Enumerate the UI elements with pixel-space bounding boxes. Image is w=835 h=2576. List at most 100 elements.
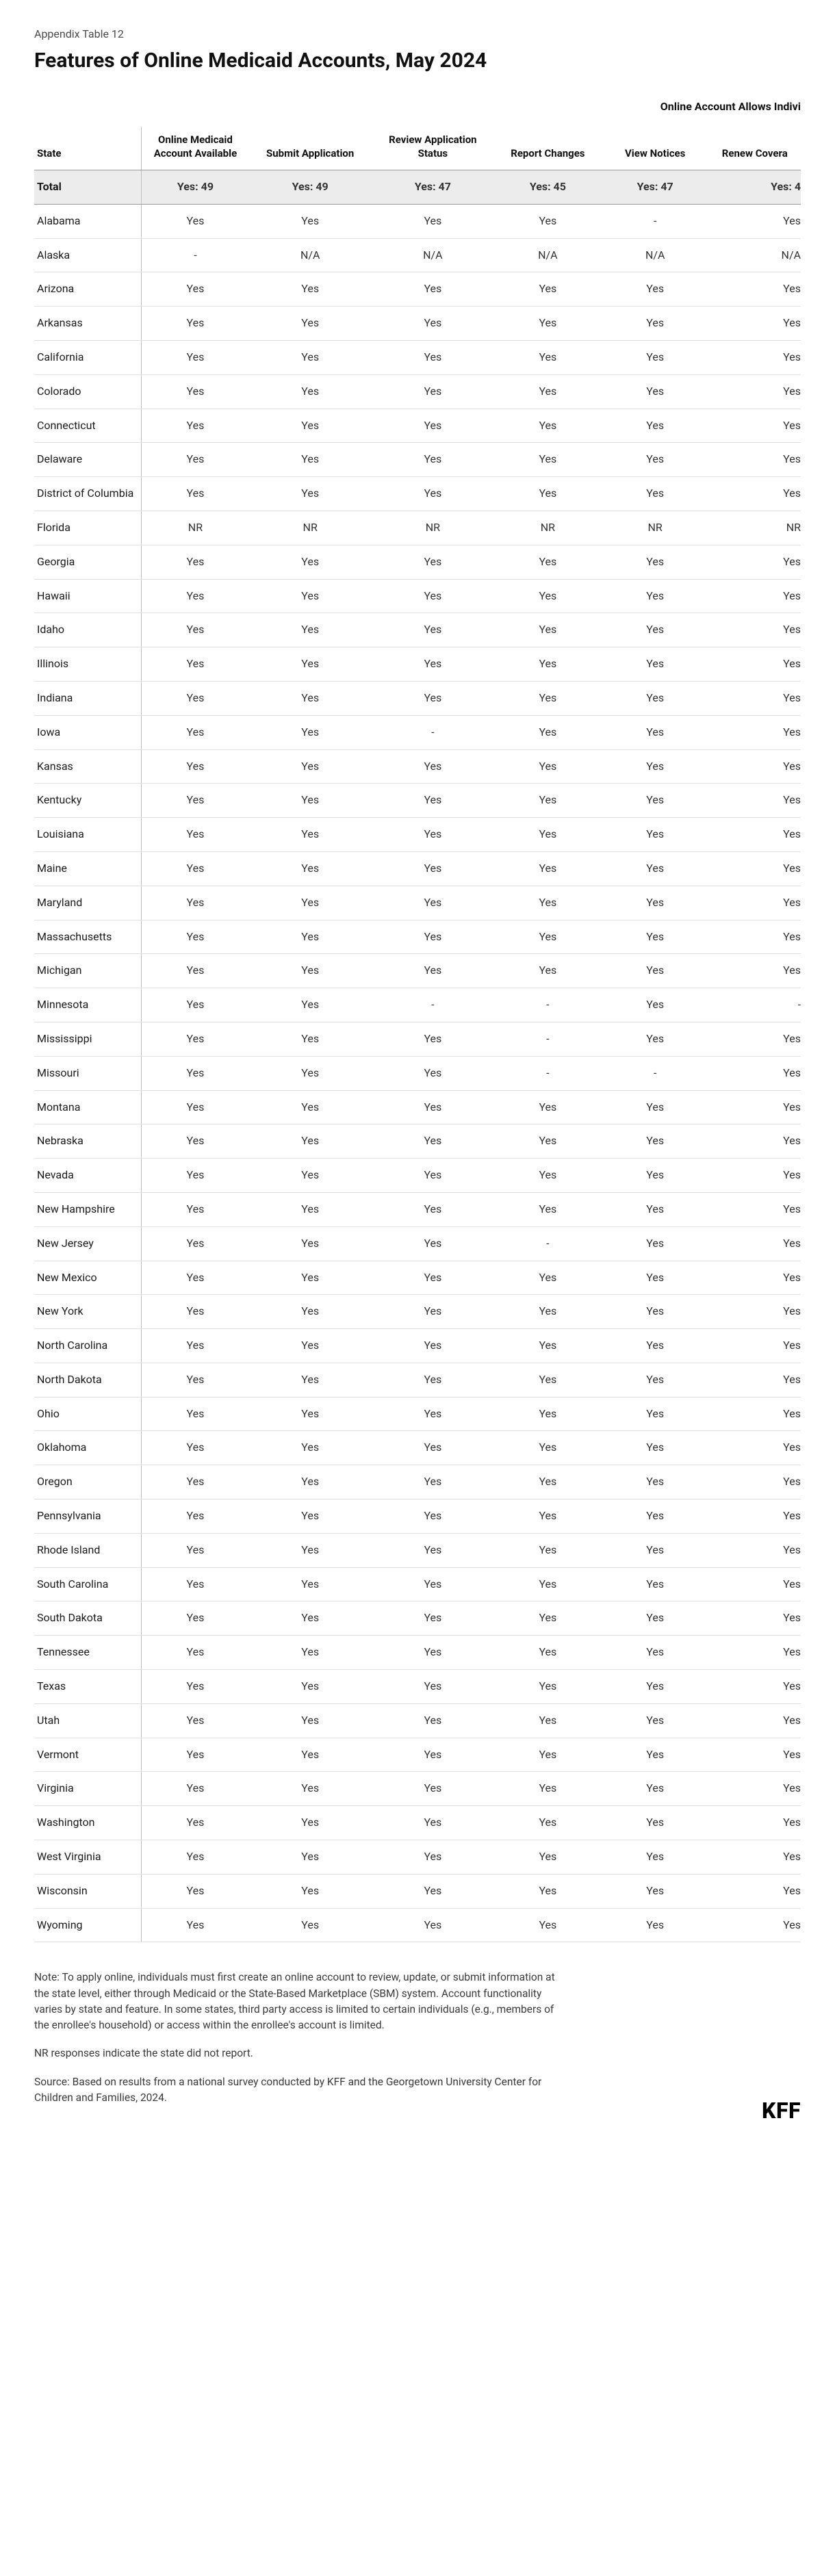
value-cell: Yes <box>602 374 709 409</box>
value-cell: Yes <box>372 1090 494 1124</box>
value-cell: Yes <box>494 886 602 920</box>
value-cell: Yes <box>372 1908 494 1942</box>
value-cell: Yes <box>602 1261 709 1295</box>
value-cell: Yes <box>602 409 709 443</box>
state-cell: Nebraska <box>34 1124 142 1159</box>
table-row: CaliforniaYesYesYesYesYesYes <box>34 340 801 374</box>
value-cell: Yes <box>709 1397 801 1431</box>
state-cell: Arizona <box>34 272 142 307</box>
value-cell: - <box>494 1022 602 1056</box>
value-cell: - <box>494 1226 602 1261</box>
state-cell: Kansas <box>34 749 142 784</box>
table-total-row: TotalYes: 49Yes: 49Yes: 47Yes: 45Yes: 47… <box>34 170 801 205</box>
state-cell: Indiana <box>34 681 142 715</box>
state-cell: Tennessee <box>34 1636 142 1670</box>
value-cell: Yes <box>709 1226 801 1261</box>
value-cell: Yes <box>249 784 372 818</box>
table-row: MinnesotaYesYes--Yes- <box>34 988 801 1022</box>
state-cell: Michigan <box>34 954 142 988</box>
value-cell: Yes <box>142 1499 249 1534</box>
table-row: VirginiaYesYesYesYesYesYes <box>34 1772 801 1806</box>
appendix-label: Appendix Table 12 <box>34 27 801 40</box>
value-cell: Yes <box>249 920 372 954</box>
value-cell: Yes <box>709 409 801 443</box>
value-cell: Yes <box>372 1295 494 1329</box>
value-cell: Yes <box>494 1192 602 1226</box>
value-cell: Yes: 49 <box>249 170 372 205</box>
value-cell: Yes <box>142 1601 249 1636</box>
value-cell: Yes <box>602 1738 709 1772</box>
value-cell: Yes <box>142 374 249 409</box>
value-cell: Yes <box>709 1874 801 1908</box>
table-row: MontanaYesYesYesYesYesYes <box>34 1090 801 1124</box>
value-cell: Yes <box>249 579 372 613</box>
table-row: MaineYesYesYesYesYesYes <box>34 851 801 886</box>
state-cell: Iowa <box>34 715 142 749</box>
state-cell: New Mexico <box>34 1261 142 1295</box>
value-cell: Yes <box>494 1431 602 1465</box>
value-cell: Yes <box>249 1703 372 1738</box>
value-cell: Yes <box>249 749 372 784</box>
state-cell: Maryland <box>34 886 142 920</box>
value-cell: Yes <box>249 409 372 443</box>
table-row: New MexicoYesYesYesYesYesYes <box>34 1261 801 1295</box>
table-row: WisconsinYesYesYesYesYesYes <box>34 1874 801 1908</box>
state-cell: New York <box>34 1295 142 1329</box>
table-row: NebraskaYesYesYesYesYesYes <box>34 1124 801 1159</box>
value-cell: Yes <box>142 784 249 818</box>
value-cell: Yes <box>602 1772 709 1806</box>
column-header: Submit Application <box>249 127 372 170</box>
value-cell: Yes <box>372 1567 494 1601</box>
value-cell: Yes <box>709 1567 801 1601</box>
value-cell: Yes <box>709 1738 801 1772</box>
value-cell: Yes: 49 <box>142 170 249 205</box>
value-cell: - <box>372 715 494 749</box>
value-cell: Yes <box>709 204 801 238</box>
value-cell: Yes <box>372 1159 494 1193</box>
value-cell: Yes <box>249 1397 372 1431</box>
value-cell: Yes <box>372 1329 494 1363</box>
value-cell: Yes <box>602 954 709 988</box>
state-cell: Delaware <box>34 443 142 477</box>
value-cell: Yes <box>372 545 494 579</box>
value-cell: Yes <box>494 1261 602 1295</box>
table-row: WyomingYesYesYesYesYesYes <box>34 1908 801 1942</box>
value-cell: Yes <box>249 613 372 647</box>
value-cell: Yes <box>372 784 494 818</box>
value-cell: Yes <box>602 851 709 886</box>
value-cell: - <box>142 238 249 272</box>
value-cell: Yes <box>602 886 709 920</box>
value-cell: Yes <box>372 1874 494 1908</box>
value-cell: Yes <box>709 1090 801 1124</box>
value-cell: Yes <box>494 1806 602 1840</box>
value-cell: Yes <box>372 1022 494 1056</box>
value-cell: Yes <box>709 647 801 682</box>
value-cell: Yes <box>249 818 372 852</box>
value-cell: Yes <box>142 1295 249 1329</box>
value-cell: Yes <box>372 1533 494 1567</box>
value-cell: Yes <box>602 545 709 579</box>
value-cell: Yes <box>602 818 709 852</box>
value-cell: Yes <box>249 1601 372 1636</box>
table-row: MissouriYesYesYes--Yes <box>34 1056 801 1090</box>
value-cell: Yes <box>372 1636 494 1670</box>
value-cell: Yes <box>142 1908 249 1942</box>
value-cell: Yes <box>494 272 602 307</box>
value-cell: Yes <box>142 1431 249 1465</box>
state-cell: North Dakota <box>34 1363 142 1397</box>
value-cell: Yes <box>494 647 602 682</box>
value-cell: Yes <box>602 1806 709 1840</box>
value-cell: N/A <box>249 238 372 272</box>
value-cell: Yes <box>602 1465 709 1499</box>
value-cell: Yes <box>709 1840 801 1875</box>
value-cell: Yes <box>249 545 372 579</box>
value-cell: Yes <box>142 443 249 477</box>
value-cell: Yes <box>142 1329 249 1363</box>
value-cell: Yes <box>602 1363 709 1397</box>
value-cell: Yes <box>602 1533 709 1567</box>
value-cell: Yes <box>142 409 249 443</box>
value-cell: Yes <box>602 1090 709 1124</box>
value-cell: Yes <box>249 851 372 886</box>
value-cell: - <box>494 1056 602 1090</box>
table-row: PennsylvaniaYesYesYesYesYesYes <box>34 1499 801 1534</box>
